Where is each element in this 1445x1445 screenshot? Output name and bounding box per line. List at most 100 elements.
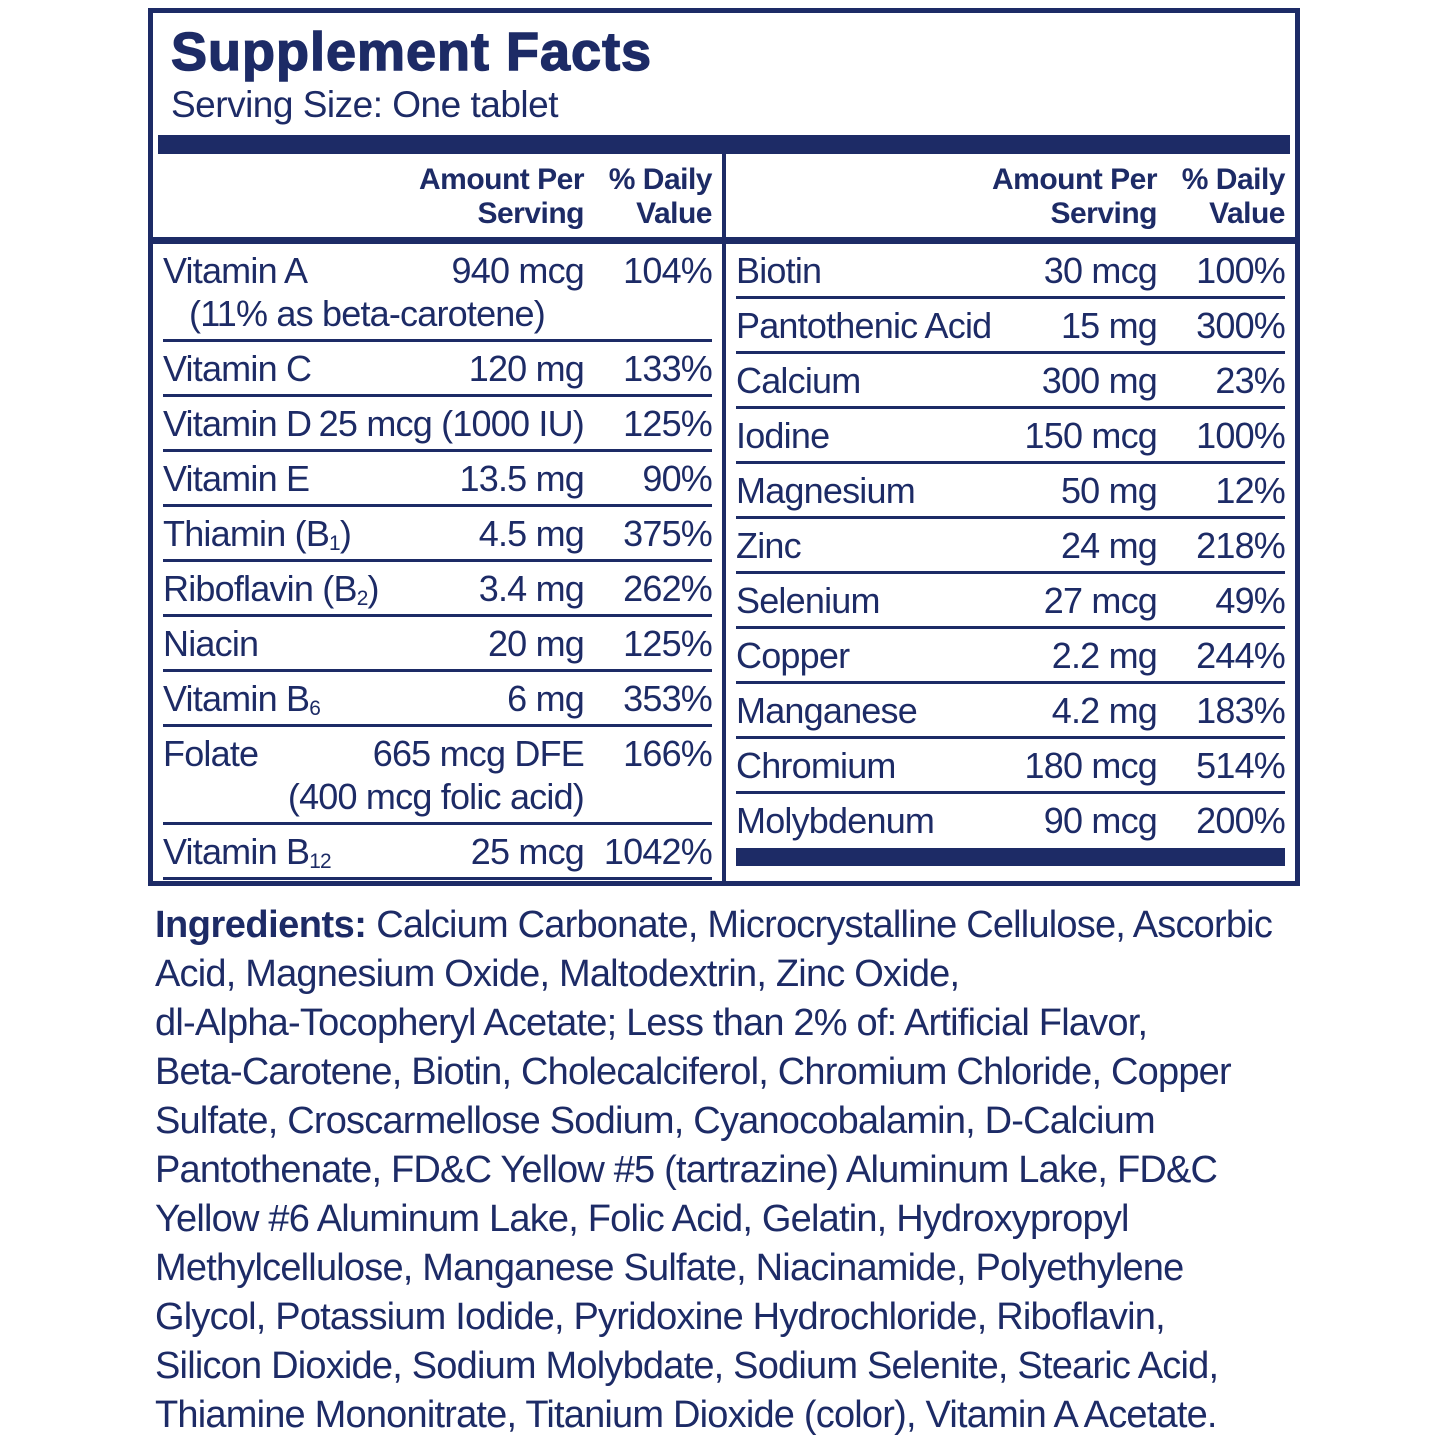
nutrient-name: Magnesium (736, 470, 916, 511)
table-row-main: Vitamin B12 25 mcg 1042% (163, 830, 713, 873)
nutrient-name: Niacin (163, 623, 259, 664)
table-row: Vitamin B6 6 mg 353% (163, 672, 713, 727)
nutrient-name: Zinc (736, 525, 802, 566)
header-divider-bar (158, 135, 1290, 154)
table-row: Folate 665 mcg DFE 166% (400 mcg folic acid… (163, 727, 713, 825)
table-row-main: Vitamin A 940 mcg 104% (163, 249, 713, 292)
nutrient-name: Manganese (736, 690, 918, 731)
table-row: Vitamin A 940 mcg 104% (11% as beta-caroten… (163, 244, 713, 342)
nutrient-amount: 4.2 mg (1051, 690, 1158, 731)
table-row: Niacin 20 mg 125% (163, 617, 713, 672)
nutrient-table: Amount Per Serving % Daily Value Vitamin… (153, 154, 1295, 881)
header-rule (153, 237, 722, 244)
nutrient-name: Molybdenum (736, 800, 935, 841)
table-row-main: Zinc 24 mg 218% (736, 524, 1286, 567)
nutrient-name: Pantothenic Acid (736, 305, 992, 346)
table-row-main: Magnesium 50 mg 12% (736, 469, 1286, 512)
nutrient-amount: 90 mcg (1043, 800, 1158, 841)
table-row: Zinc 24 mg 218% (736, 519, 1286, 574)
nutrient-daily-value: 353% (623, 678, 713, 719)
left-rows: Vitamin A 940 mcg 104% (11% as beta-caroten… (163, 244, 713, 880)
right-column-header: Amount Per Serving % Daily Value (736, 154, 1286, 237)
nutrient-amount: 3.4 mg (478, 568, 585, 609)
ingredients-paragraph: Ingredients: Calcium Carbonate, Microcry… (155, 904, 1273, 1436)
table-row-main: Vitamin E 13.5 mg 90% (163, 457, 713, 500)
table-row-main: Vitamin C 120 mg 133% (163, 347, 713, 390)
table-row-main: Biotin 30 mcg 100% (736, 249, 1286, 292)
table-row-main: Thiamin (B1) 4.5 mg 375% (163, 512, 713, 555)
table-row-main: Copper 2.2 mg 244% (736, 634, 1286, 677)
nutrient-daily-value: 90% (642, 458, 712, 499)
nutrient-name: Vitamin C (163, 348, 312, 389)
nutrient-amount: 150 mcg (1024, 415, 1158, 456)
table-row-main: Folate 665 mcg DFE 166% (163, 732, 713, 775)
nutrient-amount: 120 mg (468, 348, 585, 389)
nutrient-amount: 27 mcg (1043, 580, 1158, 621)
nutrient-name: Copper (736, 635, 850, 676)
left-column: Amount Per Serving % Daily Value Vitamin… (153, 154, 726, 881)
nutrient-daily-value: 218% (1196, 525, 1286, 566)
nutrient-amount: 13.5 mg (459, 458, 585, 499)
nutrient-amount: 15 mg (1060, 305, 1158, 346)
right-rows: Biotin 30 mcg 100% Pantothenic Acid 15 mg 300… (736, 244, 1286, 846)
daily-value-header: % Daily Value (608, 163, 713, 230)
nutrient-name: Calcium (736, 360, 861, 401)
table-row-main: Vitamin B6 6 mg 353% (163, 677, 713, 720)
table-row: Iodine 150 mcg 100% (736, 409, 1286, 464)
facts-box-header: Supplement Facts Serving Size: One table… (153, 13, 1295, 126)
nutrient-amount: 940 mcg (451, 250, 585, 291)
table-row: Thiamin (B1) 4.5 mg 375% (163, 507, 713, 562)
nutrient-daily-value: 104% (623, 250, 713, 291)
page-title: Supplement Facts (170, 22, 653, 82)
table-row-main: Iodine 150 mcg 100% (736, 414, 1286, 457)
ingredients-label: Ingredients: (155, 904, 367, 946)
nutrient-name: Riboflavin (B2) (163, 568, 380, 610)
nutrient-name: Vitamin E (163, 458, 310, 499)
nutrient-name: Vitamin A (163, 250, 308, 291)
nutrient-note: (11% as beta-carotene) (189, 293, 546, 334)
nutrient-name: Vitamin B6 (163, 678, 321, 720)
table-row: Chromium 180 mcg 514% (736, 739, 1286, 794)
table-row-main: Manganese 4.2 mg 183% (736, 689, 1286, 732)
nutrient-amount: 300 mg (1041, 360, 1158, 401)
nutrient-amount: 20 mg (487, 623, 585, 664)
header-rule (726, 237, 1295, 244)
nutrient-name: Biotin (736, 250, 822, 291)
nutrient-name: Vitamin D (163, 403, 312, 444)
nutrient-daily-value: 200% (1196, 800, 1286, 841)
table-row-main: Riboflavin (B2) 3.4 mg 262% (163, 567, 713, 610)
nutrient-name: Folate (163, 733, 259, 774)
nutrient-amount: 180 mcg (1024, 745, 1158, 786)
table-row: Calcium 300 mg 23% (736, 354, 1286, 409)
serving-size: Serving Size: One tablet (171, 84, 559, 125)
nutrient-daily-value: 23% (1215, 360, 1285, 401)
nutrient-daily-value: 375% (623, 513, 713, 554)
nutrient-daily-value: 262% (623, 568, 713, 609)
amount-per-serving-header: Amount Per Serving (991, 163, 1158, 230)
nutrient-note: (400 mcg folic acid) (287, 776, 585, 817)
table-row: Biotin 30 mcg 100% (736, 244, 1286, 299)
nutrient-amount: 25 mcg (470, 831, 585, 872)
nutrient-amount: 2.2 mg (1051, 635, 1158, 676)
nutrient-name: Selenium (736, 580, 880, 621)
nutrient-daily-value: 1042% (603, 831, 713, 872)
table-row-main: Chromium 180 mcg 514% (736, 744, 1286, 787)
table-row: Pantothenic Acid 15 mg 300% (736, 299, 1286, 354)
table-row: Magnesium 50 mg 12% (736, 464, 1286, 519)
table-row-main: Calcium 300 mg 23% (736, 359, 1286, 402)
table-row-main: Pantothenic Acid 15 mg 300% (736, 304, 1286, 347)
nutrient-daily-value: 12% (1215, 470, 1285, 511)
nutrient-daily-value: 300% (1196, 305, 1286, 346)
table-row: Vitamin E 13.5 mg 90% (163, 452, 713, 507)
nutrient-amount: 30 mcg (1043, 250, 1158, 291)
nutrient-daily-value: 100% (1196, 250, 1286, 291)
nutrient-daily-value: 125% (623, 403, 713, 444)
table-row-main: Selenium 27 mcg 49% (736, 579, 1286, 622)
nutrient-daily-value: 166% (623, 733, 713, 774)
nutrient-daily-value: 125% (623, 623, 713, 664)
nutrient-daily-value: 514% (1196, 745, 1286, 786)
table-row: Vitamin B12 25 mcg 1042% (163, 825, 713, 880)
table-row: Riboflavin (B2) 3.4 mg 262% (163, 562, 713, 617)
table-row: Copper 2.2 mg 244% (736, 629, 1286, 684)
